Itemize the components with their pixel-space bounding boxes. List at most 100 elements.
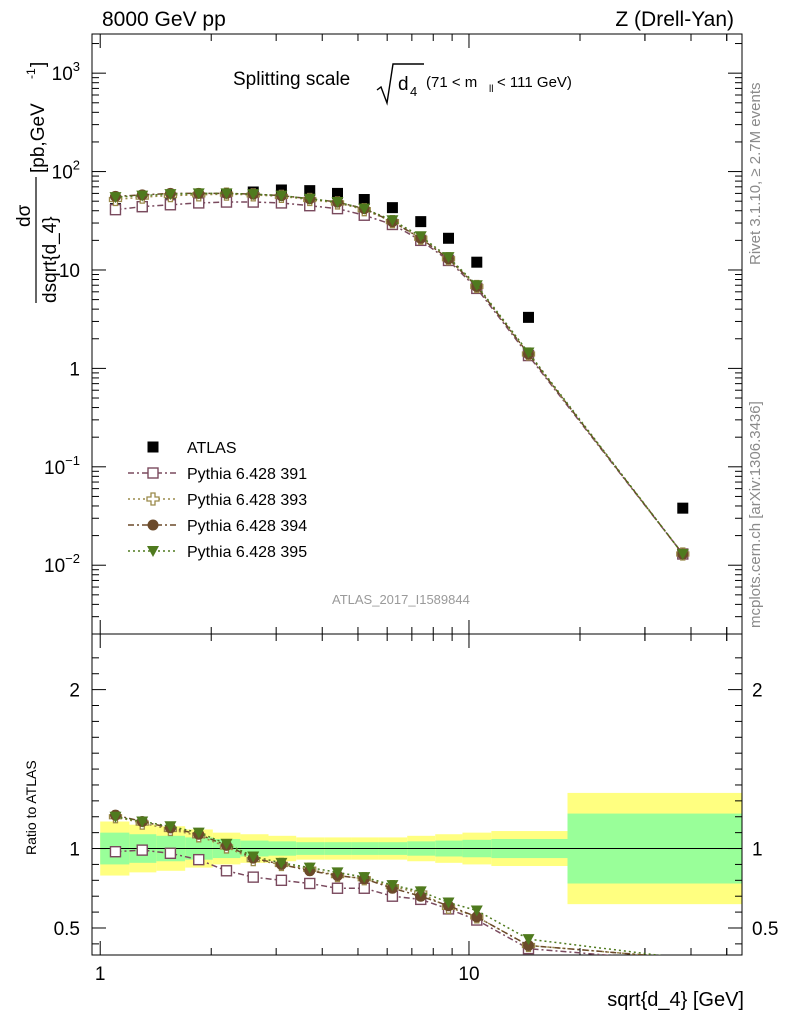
ratio-point [304,877,316,890]
ratio-y-tick-label: 0.5 [54,919,80,940]
legend-label: ATLAS [187,440,237,457]
ratio-point [220,865,233,877]
ratio-point [275,874,288,887]
ratio-point [164,821,177,833]
y-tick-label: 10−2 [44,551,80,577]
side-mcplots-text: mcplots.cern.ch [arXiv:1306.3436] [747,401,764,628]
ylabel-unit-pre: [pb,GeV [28,103,49,173]
y-tick-label: 102 [52,158,80,184]
ratio-line [115,816,664,955]
title-cut-sub: ll [489,84,493,95]
data-point [522,311,534,323]
x-tick-label: 1 [95,964,106,985]
plot-title-prefix: Splitting scale [233,69,350,90]
x-axis-label: sqrt{d_4} [GeV] [607,989,744,1011]
data-point [275,190,288,202]
title-cut-pre: (71 < m [426,74,477,91]
title-sqrt-sign [376,63,424,106]
data-point [109,192,122,204]
data-point [414,231,427,243]
main-y-axis-label: dσ dsqrt{d_4} [pb,GeV -1 ] [14,62,61,303]
side-rivet-text: Rivet 3.1.10, ≥ 2.7M events [747,83,764,266]
data-point [386,202,398,214]
ratio-line [115,816,654,955]
ratio-panel-axes: 1 10 0.5 0.5 1 1 2 2 [54,633,778,985]
ratio-point [109,811,122,823]
data-point [331,197,344,209]
ratio-point [193,853,205,866]
data-point [358,194,370,206]
ratio-point [358,872,371,884]
data-point [386,215,399,227]
ylabel-unit-sup: -1 [24,68,38,79]
y-tick-label: 10 [59,261,80,282]
ylabel-numerator: dσ [14,204,35,227]
data-point [331,187,343,199]
ratio-point [386,880,399,892]
title-sqrt-var: d [398,74,409,95]
data-point [470,280,483,292]
ratio-frame [91,633,743,956]
legend-label: Pythia 6.428 393 [187,492,307,509]
data-point [415,216,427,228]
y-tick-label: 103 [52,59,80,85]
ratio-point [164,847,177,859]
legend-label: Pythia 6.428 395 [187,544,307,561]
ratio-panel-series [108,809,664,955]
legend-label: Pythia 6.428 391 [187,466,307,483]
data-point [109,203,122,216]
ratio-line [115,849,615,955]
data-point [358,203,371,215]
ratio-point [470,905,483,917]
legend-marker [147,546,159,557]
legend-label: Pythia 6.428 394 [187,518,307,535]
legend-marker [147,519,159,531]
header-right-text: Z (Drell-Yan) [615,8,734,31]
data-point [304,185,316,197]
series-line [115,201,684,555]
main-panel-axes: 10−2 10−1 1 10 102 103 [44,33,743,635]
main-panel-series [108,184,690,561]
title-sqrt-sub: 4 [410,84,417,99]
ratio-point [331,882,344,894]
data-point [192,188,205,200]
ratio-point [414,886,427,898]
legend-marker [146,492,160,506]
ratio-point [303,862,316,874]
data-point [220,188,233,200]
legend: ATLAS Pythia 6.428 391 Pythia 6.428 393 Pyt… [128,440,307,561]
ratio-point [442,897,455,909]
ratio-line [115,814,654,955]
data-point [442,252,455,264]
ratio-y-tick-label: 1 [69,840,80,861]
ratio-point [522,934,535,946]
header-left-text: 8000 GeV pp [102,8,226,31]
ylabel-denominator: dsqrt{d_4} [40,216,61,303]
data-point [676,549,689,561]
ratio-point [522,939,534,951]
ratio-point [136,844,148,856]
ylabel-unit-post: ] [28,62,49,67]
data-point [303,193,316,205]
ratio-y-tick-label: 2 [69,681,80,702]
y-tick-label: 10−1 [44,453,80,479]
ratio-point [275,857,288,869]
legend-marker [147,467,159,479]
y-tick-label: 1 [69,359,80,380]
ratio-point [247,871,259,883]
data-point [677,502,689,514]
x-tick-label: 10 [458,964,479,985]
ratio-point [331,867,344,879]
title-cut-post: < 111 GeV) [497,74,572,91]
ratio-point [192,827,205,839]
data-point [443,232,455,244]
ratio-y-tick-label-right: 1 [752,840,763,861]
ratio-y-tick-label-right: 0.5 [752,919,778,940]
series-line [115,192,684,555]
ratio-point [109,846,122,858]
data-point [164,189,177,201]
ratio-point [220,838,233,850]
data-point [522,347,535,359]
analysis-id-text: ATLAS_2017_I1589844 [332,592,470,607]
